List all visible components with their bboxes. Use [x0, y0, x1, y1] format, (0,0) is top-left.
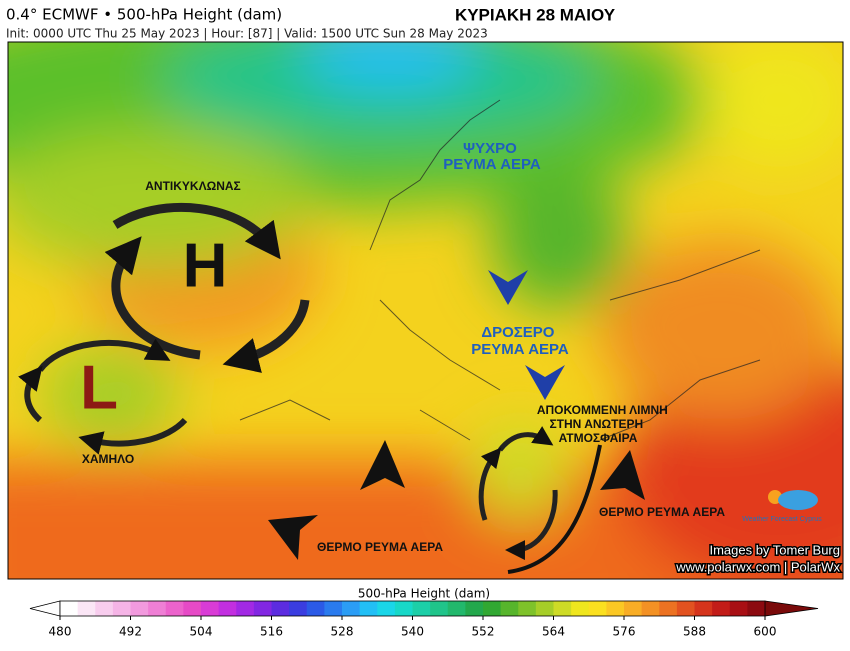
header-date: ΚΥΡΙΑΚΗ 28 ΜΑΙΟΥ [455, 5, 616, 24]
high-label: ΑΝΤΙΚΥΚΛΩΝΑΣ [145, 179, 241, 193]
colorbar-segment [553, 601, 572, 616]
trough-line [507, 444, 602, 574]
colorbar-segment [253, 601, 272, 616]
colorbar-tick-label: 516 [260, 625, 283, 639]
colorbar-tick-label: 480 [49, 625, 72, 639]
colorbar-segment [518, 601, 537, 616]
colorbar-segment [624, 601, 643, 616]
low-arrows [18, 338, 188, 455]
anticyclone-arrows [104, 202, 310, 373]
header-title: 0.4° ECMWF • 500-hPa Height (dam) [6, 6, 282, 24]
warm-flow-label: ΘΕΡΜΟ ΡΕΥΜΑ ΑΕΡΑ [599, 505, 725, 519]
colorbar-segment [183, 601, 202, 616]
colorbar-tick-label: 528 [331, 625, 354, 639]
colorbar-segment [377, 601, 396, 616]
credit-line: www.polarwx.com | PolarWx [675, 559, 840, 574]
colorbar-segment [394, 601, 413, 616]
colorbar-segment [535, 601, 554, 616]
colorbar-segment [606, 601, 625, 616]
colorbar-tick-label: 492 [119, 625, 142, 639]
colorbar-tick-label: 600 [754, 625, 777, 639]
colorbar-segment [324, 601, 343, 616]
logo-text: Weather Forecast Cyprus [742, 516, 822, 523]
credit-line: Images by Tomer Burg [709, 542, 840, 557]
colorbar-segment [659, 601, 678, 616]
logo: Weather Forecast Cyprus [742, 490, 822, 523]
colorbar-segment [271, 601, 290, 616]
cutoff-label: ΑΠΟΚΟΜΜΕΝΗ ΛΙΜΝΗ ΣΤΗΝ ΑΝΩΤΕΡΗ ΑΤΜΟΣΦΑΙΡΑ [537, 403, 671, 445]
colorbar-segment [306, 601, 325, 616]
colorbar-segment [148, 601, 167, 616]
colorbar-segment [676, 601, 695, 616]
colorbar-segment [588, 601, 607, 616]
warm-flow-arrows [268, 440, 645, 560]
colorbar-segment [465, 601, 484, 616]
label-line: ΔΡΟΣΕΡΟ [481, 324, 554, 341]
label-line: ΘΕΡΜΟ ΡΕΥΜΑ ΑΕΡΑ [317, 540, 443, 554]
label-line: ΑΠΟΚΟΜΜΕΝΗ ΛΙΜΝΗ [537, 403, 668, 417]
low-label: ΧΑΜΗΛΟ [82, 452, 134, 466]
colorbar-segment [500, 601, 519, 616]
colorbar-segment [571, 601, 590, 616]
cutoff-arrows [478, 426, 558, 561]
colorbar-segment [412, 601, 431, 616]
label-line: ΡΕΥΜΑ ΑΕΡΑ [471, 341, 569, 358]
high-letter: H [183, 231, 228, 300]
colorbar-under [29, 600, 61, 617]
colorbar-segment [483, 601, 502, 616]
warm-flow-label: ΘΕΡΜΟ ΡΕΥΜΑ ΑΕΡΑ [317, 540, 443, 554]
colorbar-segment [218, 601, 237, 616]
colorbar-segment [747, 601, 766, 616]
colorbar-segment [289, 601, 308, 616]
colorbar-segment [165, 601, 184, 616]
colorbar-tick-label: 540 [401, 625, 424, 639]
colorbar-segment [641, 601, 660, 616]
colorbar-tick-label: 588 [683, 625, 706, 639]
colorbar-segment [130, 601, 149, 616]
header-subtitle: Init: 0000 UTC Thu 25 May 2023 | Hour: [… [6, 27, 488, 41]
colorbar-segment [112, 601, 131, 616]
label-line: ΡΕΥΜΑ ΑΕΡΑ [443, 156, 541, 173]
colorbar-segment [712, 601, 731, 616]
cool-flow-label: ΔΡΟΣΕΡΟ ΡΕΥΜΑ ΑΕΡΑ [471, 324, 569, 358]
colorbar-tick-label: 504 [190, 625, 213, 639]
label-line: ΘΕΡΜΟ ΡΕΥΜΑ ΑΕΡΑ [599, 505, 725, 519]
colorbar-segment [77, 601, 96, 616]
colorbar-segment [60, 601, 79, 616]
colorbar-segment [359, 601, 378, 616]
cold-flow-label: ΨΥΧΡΟ ΡΕΥΜΑ ΑΕΡΑ [443, 140, 541, 173]
low-letter: L [80, 353, 118, 422]
cold-flow-arrows [488, 270, 565, 400]
colorbar-segment [694, 601, 713, 616]
colorbar-segment [95, 601, 114, 616]
label-line: ΑΤΜΟΣΦΑΙΡΑ [559, 431, 638, 445]
colorbar-tick-label: 552 [472, 625, 495, 639]
label-line: ΣΤΗΝ ΑΝΩΤΕΡΗ [549, 417, 643, 431]
colorbar-over [764, 600, 819, 617]
colorbar-tick-label: 564 [542, 625, 565, 639]
colorbar-segment [342, 601, 361, 616]
colorbar-segment [729, 601, 748, 616]
colorbar-label: 500-hPa Height (dam) [358, 587, 490, 601]
colorbar-tick-label: 576 [613, 625, 636, 639]
colorbar-segment [236, 601, 255, 616]
colorbar: 480 492 504 516 528 540 552 564 576 588 600 [29, 600, 819, 639]
colorbar-segment [201, 601, 220, 616]
label-line: ΨΥΧΡΟ [463, 140, 517, 157]
colorbar-segment [430, 601, 449, 616]
colorbar-segment [447, 601, 466, 616]
